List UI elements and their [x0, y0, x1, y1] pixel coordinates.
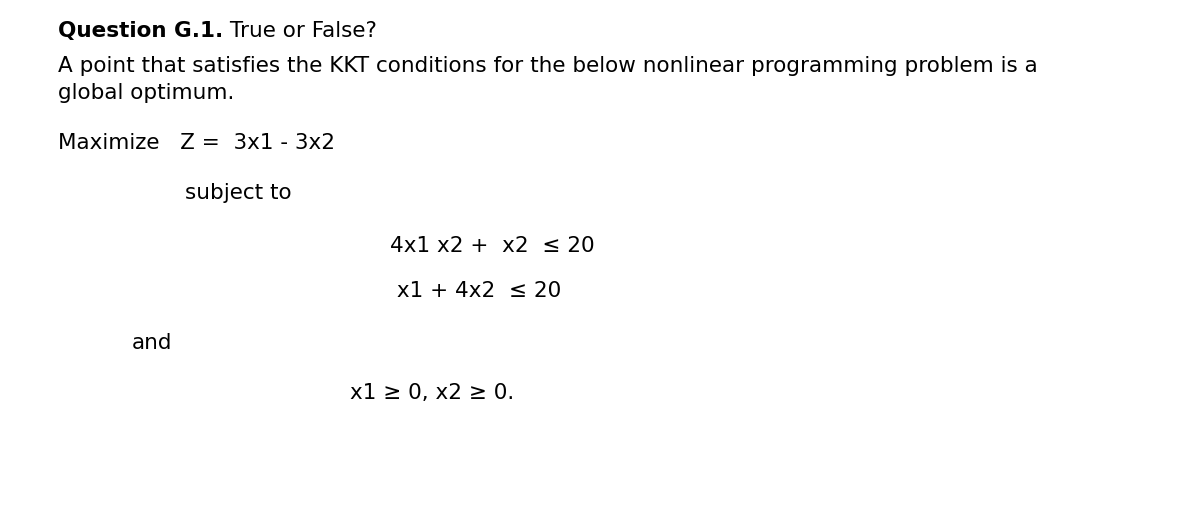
Text: subject to: subject to [185, 183, 292, 203]
Text: A point that satisfies the KKT conditions for the below nonlinear programming pr: A point that satisfies the KKT condition… [58, 56, 1038, 76]
Text: x1 + 4x2  ≤ 20: x1 + 4x2 ≤ 20 [390, 281, 562, 301]
Text: x1 ≥ 0, x2 ≥ 0.: x1 ≥ 0, x2 ≥ 0. [350, 383, 515, 403]
Text: Maximize   Z =  3x1 - 3x2: Maximize Z = 3x1 - 3x2 [58, 133, 335, 153]
Text: True or False?: True or False? [223, 21, 377, 41]
Text: global optimum.: global optimum. [58, 83, 234, 103]
Text: and: and [132, 333, 173, 353]
Text: 4x1 x2 +  x2  ≤ 20: 4x1 x2 + x2 ≤ 20 [390, 236, 595, 256]
Text: Question G.1.: Question G.1. [58, 21, 223, 41]
